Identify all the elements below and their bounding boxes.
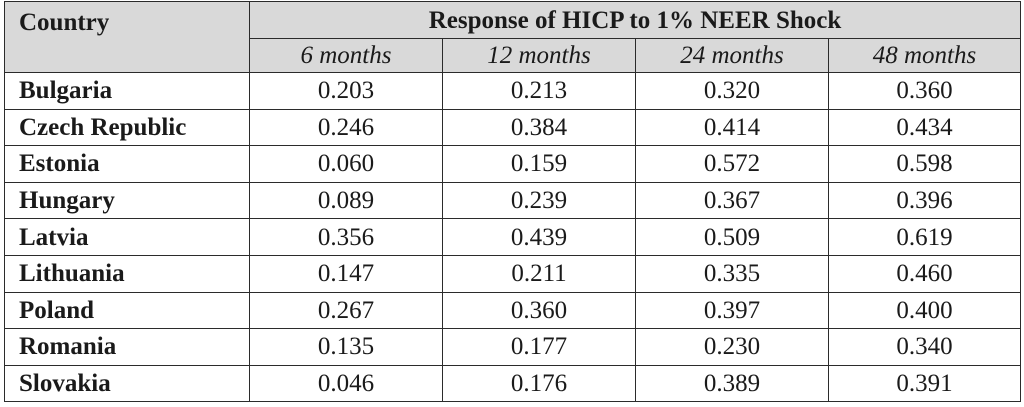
country-cell: Latvia [4, 218, 250, 256]
value-cell: 0.089 [249, 181, 443, 220]
value-cell: 0.211 [442, 254, 636, 293]
value-cell: 0.509 [635, 218, 829, 256]
table-row: Romania 0.135 0.177 0.230 0.340 [4, 328, 1021, 366]
value-cell: 0.060 [249, 145, 443, 183]
value-cell: 0.396 [828, 181, 1021, 220]
value-cell: 0.434 [828, 108, 1021, 147]
table-row: Hungary 0.089 0.239 0.367 0.396 [4, 181, 1021, 220]
table-row: Czech Republic 0.246 0.384 0.414 0.434 [4, 108, 1021, 147]
table-body: Bulgaria 0.203 0.213 0.320 0.360 Czech R… [4, 72, 1021, 403]
value-cell: 0.460 [828, 254, 1021, 293]
value-cell: 0.335 [635, 254, 829, 293]
table-row: Lithuania 0.147 0.211 0.335 0.460 [4, 254, 1021, 293]
header-row-top: Country Response of HICP to 1% NEER Shoc… [4, 1, 1021, 73]
value-cell: 0.367 [635, 181, 829, 220]
value-cell: 0.384 [442, 108, 636, 147]
hicp-response-table: Country Response of HICP to 1% NEER Shoc… [4, 1, 1021, 403]
country-cell: Lithuania [4, 254, 250, 293]
horizon-header-24-months: 24 months [635, 38, 829, 73]
country-cell: Poland [4, 291, 250, 330]
value-cell: 0.320 [635, 72, 829, 110]
value-cell: 0.046 [249, 364, 443, 403]
table-row: Poland 0.267 0.360 0.397 0.400 [4, 291, 1021, 330]
table-header: Country Response of HICP to 1% NEER Shoc… [4, 1, 1021, 73]
value-cell: 0.230 [635, 328, 829, 366]
value-cell: 0.391 [828, 364, 1021, 403]
country-cell: Slovakia [4, 364, 250, 403]
value-cell: 0.159 [442, 145, 636, 183]
value-cell: 0.598 [828, 145, 1021, 183]
group-column-header: Response of HICP to 1% NEER Shock [249, 1, 1021, 39]
country-column-header: Country [4, 1, 250, 73]
header-row-sub: 6 months 12 months 24 months 48 months [5, 38, 1021, 73]
value-cell: 0.414 [635, 108, 829, 147]
value-cell: 0.439 [442, 218, 636, 256]
value-cell: 0.246 [249, 108, 443, 147]
value-cell: 0.572 [635, 145, 829, 183]
value-cell: 0.340 [828, 328, 1021, 366]
value-cell: 0.356 [249, 218, 443, 256]
value-cell: 0.239 [442, 181, 636, 220]
horizon-header-48-months: 48 months [828, 38, 1021, 73]
table-row: Slovakia 0.046 0.176 0.389 0.391 [4, 364, 1021, 403]
value-cell: 0.135 [249, 328, 443, 366]
value-cell: 0.176 [442, 364, 636, 403]
table-container: Country Response of HICP to 1% NEER Shoc… [4, 1, 1021, 403]
country-cell: Hungary [4, 181, 250, 220]
value-cell: 0.147 [249, 254, 443, 293]
table-row: Bulgaria 0.203 0.213 0.320 0.360 [4, 72, 1021, 110]
table-row: Estonia 0.060 0.159 0.572 0.598 [4, 145, 1021, 183]
horizon-header-12-months: 12 months [442, 38, 636, 73]
value-cell: 0.213 [442, 72, 636, 110]
value-cell: 0.400 [828, 291, 1021, 330]
table-row: Latvia 0.356 0.439 0.509 0.619 [4, 218, 1021, 256]
value-cell: 0.177 [442, 328, 636, 366]
value-cell: 0.619 [828, 218, 1021, 256]
country-cell: Czech Republic [4, 108, 250, 147]
country-cell: Romania [4, 328, 250, 366]
country-cell: Bulgaria [4, 72, 250, 110]
country-cell: Estonia [4, 145, 250, 183]
value-cell: 0.389 [635, 364, 829, 403]
value-cell: 0.360 [442, 291, 636, 330]
value-cell: 0.267 [249, 291, 443, 330]
value-cell: 0.397 [635, 291, 829, 330]
value-cell: 0.203 [249, 72, 443, 110]
horizon-header-6-months: 6 months [249, 38, 443, 73]
value-cell: 0.360 [828, 72, 1021, 110]
